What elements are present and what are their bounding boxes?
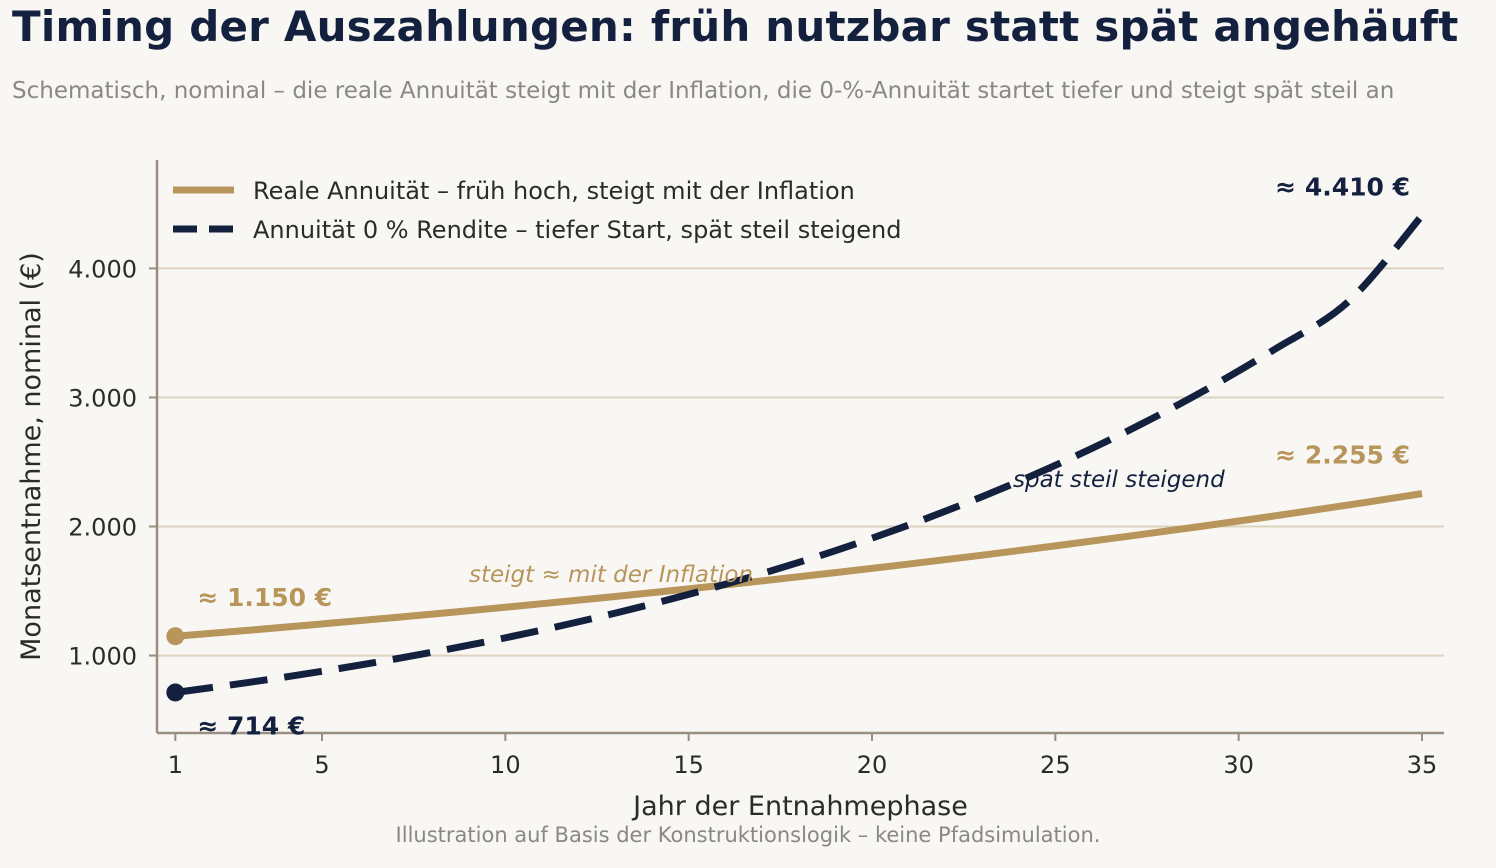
y-tick-label: 4.000 xyxy=(68,255,137,283)
start-point-real-annuity xyxy=(166,627,185,646)
value-label: ≈ 4.410 € xyxy=(1275,172,1410,201)
start-point-zero-return-annuity xyxy=(166,683,185,702)
x-tick-label: 5 xyxy=(314,751,329,779)
x-tick-label: 1 xyxy=(168,751,183,779)
y-axis-label: Monatsentnahme, nominal (€) xyxy=(16,252,47,661)
legend-entry: Reale Annuität – früh hoch, steigt mit d… xyxy=(253,177,855,205)
chart-subtitle: Schematisch, nominal – die reale Annuitä… xyxy=(12,78,1395,104)
x-tick-label: 20 xyxy=(857,751,888,779)
x-tick-label: 15 xyxy=(673,751,704,779)
series-line-real-annuity xyxy=(175,490,1423,640)
label-layer: ≈ 1.150 € ≈ 2.255 € ≈ 714 € ≈ 4.410 € steigt… xyxy=(197,172,1410,740)
legend-entry: Annuität 0 % Rendite – tiefer Start, spä… xyxy=(253,216,901,244)
footnote: Illustration auf Basis der Konstruktions… xyxy=(395,823,1101,847)
series-line-zero-return-annuity xyxy=(174,213,1425,696)
x-tick-label: 25 xyxy=(1040,751,1071,779)
grid-layer xyxy=(157,267,1444,657)
annotation-label: steigt ≈ mit der Inflation xyxy=(469,562,753,588)
x-tick-label: 10 xyxy=(490,751,521,779)
annotation-label: spät steil steigend xyxy=(1013,467,1225,493)
value-label: ≈ 1.150 € xyxy=(197,583,332,612)
y-tick-label: 2.000 xyxy=(68,514,137,542)
chart-title: Timing der Auszahlungen: früh nutzbar st… xyxy=(12,2,1459,51)
y-tick-label: 3.000 xyxy=(68,384,137,412)
y-tick-label: 1.000 xyxy=(68,643,137,671)
value-label: ≈ 714 € xyxy=(197,711,305,740)
series-layer xyxy=(166,213,1425,702)
x-tick-label: 35 xyxy=(1407,751,1438,779)
value-label: ≈ 2.255 € xyxy=(1275,441,1410,470)
legend: Reale Annuität – früh hoch, steigt mit d… xyxy=(173,177,901,244)
x-axis-label: Jahr der Entnahmephase xyxy=(631,791,968,822)
x-tick-label: 30 xyxy=(1223,751,1254,779)
